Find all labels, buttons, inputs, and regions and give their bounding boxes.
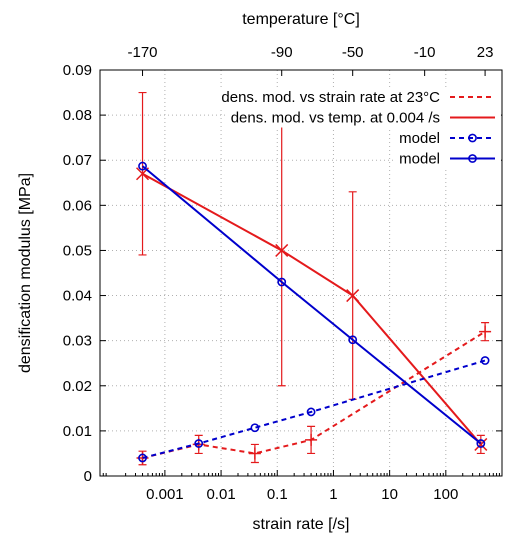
y-tick-label: 0 (84, 468, 92, 485)
plot-frame (99, 69, 503, 477)
x2-tick-label: -10 (414, 44, 436, 61)
data-point (248, 447, 261, 460)
y-tick-label: 0.02 (63, 378, 92, 395)
y-tick-label: 0.08 (63, 107, 92, 124)
x-tick-label: 10 (381, 486, 398, 503)
data-point (346, 289, 360, 303)
legend-label: dens. mod. vs temp. at 0.004 /s (231, 110, 440, 127)
series-line (142, 172, 482, 446)
legend: dens. mod. vs strain rate at 23°C dens. m… (217, 87, 501, 169)
data-point (305, 433, 318, 446)
legend-bg (217, 87, 501, 107)
y-tick-label: 0.09 (63, 62, 92, 79)
y-tick-label: 0.04 (63, 288, 92, 305)
legend-bg (395, 128, 501, 148)
x2-tick-label: -90 (271, 44, 293, 61)
y-tick-label: 0.07 (63, 152, 92, 169)
y-tick-label: 0.05 (63, 242, 92, 259)
data-point (250, 423, 260, 433)
data-point (138, 161, 147, 171)
x-tick-label: 0.1 (267, 486, 288, 503)
x2-tick-label: 23 (477, 44, 494, 61)
series-line (142, 330, 486, 459)
legend-label: model (399, 151, 440, 168)
x-tick-label: 0.01 (206, 486, 235, 503)
y-axis-label: densification modulus [MPa] (17, 173, 34, 373)
series-line (141, 165, 482, 445)
data-point (277, 277, 287, 287)
ticks: 0 0.01 0.02 0.03 0.04 0.05 0.06 0.07 0.08 0.09 0.0… (63, 44, 502, 503)
top-axis-label: temperature [°C] (242, 11, 360, 28)
legend-label: dens. mod. vs strain rate at 23°C (221, 89, 440, 106)
data-point (194, 439, 204, 448)
series-3 (138, 161, 486, 448)
y-tick-label: 0.03 (63, 333, 92, 350)
data-point (479, 325, 492, 338)
x2-tick-label: -170 (128, 44, 158, 61)
data-point (468, 154, 477, 163)
data-point (480, 356, 490, 365)
data-point (275, 243, 289, 257)
x2-tick-label: -50 (342, 44, 364, 61)
y-tick-label: 0.06 (63, 197, 92, 214)
data-point (468, 133, 477, 143)
series-layer (135, 91, 492, 466)
data-point (476, 439, 486, 448)
data-point (348, 335, 358, 345)
series-2 (138, 356, 490, 463)
legend-label: model (399, 130, 440, 147)
legend-bg (226, 107, 501, 128)
x-tick-label: 0.001 (146, 486, 184, 503)
data-point (306, 407, 316, 417)
legend-bg (395, 148, 501, 169)
series-line (142, 359, 486, 459)
y-tick-label: 0.01 (63, 423, 92, 440)
series-1 (135, 91, 488, 455)
x-tick-label: 1 (329, 486, 337, 503)
x-axis-label: strain rate [/s] (253, 516, 350, 533)
data-point (138, 453, 147, 463)
x-tick-label: 100 (433, 486, 458, 503)
